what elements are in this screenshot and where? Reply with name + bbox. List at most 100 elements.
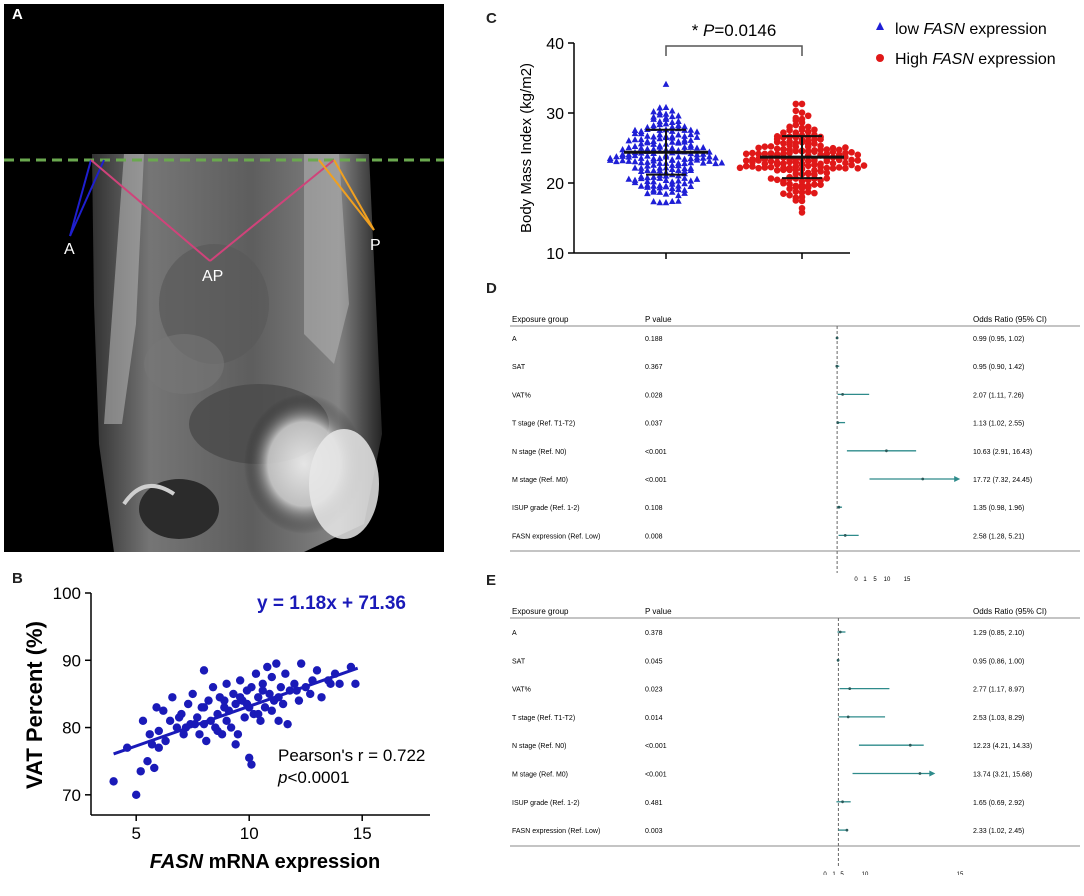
legend-c: low FASN expression High FASN expression xyxy=(876,21,1056,68)
scatter-point xyxy=(265,689,274,699)
row-odds-ratio: 2.58 (1.28, 5.21) xyxy=(973,533,1024,540)
low-fasn-point xyxy=(693,151,701,158)
low-fasn-point xyxy=(681,174,688,181)
low-fasn-point xyxy=(687,126,695,133)
low-fasn-point xyxy=(619,150,626,158)
low-fasn-point xyxy=(637,127,645,135)
high-fasn-point xyxy=(792,188,800,195)
low-fasn-point xyxy=(668,156,676,163)
high-fasn-point xyxy=(804,112,812,120)
forest-tick-label: 1 xyxy=(832,872,836,875)
row-odds-ratio: 10.63 (2.91, 16.43) xyxy=(973,449,1032,456)
high-fasn-point xyxy=(786,146,793,154)
high-fasn-point xyxy=(848,156,855,164)
scatter-point xyxy=(283,719,292,729)
or-point xyxy=(841,800,844,804)
row-p-value: 0.003 xyxy=(645,828,663,835)
chart-b-axes xyxy=(90,593,430,816)
scatter-point xyxy=(258,686,267,695)
row-group: T stage (Ref. T1-T2) xyxy=(512,421,575,428)
row-p-value: 0.045 xyxy=(645,658,663,665)
panel-letter-d: D xyxy=(486,280,497,297)
anterior-line xyxy=(69,159,92,237)
row-group: FASN expression (Ref. Low) xyxy=(512,828,600,835)
high-fasn-point xyxy=(755,144,762,152)
scatter-point xyxy=(267,706,276,715)
mri-illustration: A AP P xyxy=(4,154,444,552)
high-fasn-point xyxy=(761,150,769,158)
low-fasn-point xyxy=(675,191,682,199)
high-fasn-point xyxy=(854,157,862,164)
low-fasn-point xyxy=(637,167,645,175)
low-fasn-point xyxy=(687,136,695,143)
scatter-point xyxy=(226,723,236,732)
high-fasn-point xyxy=(817,163,824,171)
row-odds-ratio: 2.33 (1.02, 2.45) xyxy=(973,828,1024,835)
scatter-point xyxy=(296,659,306,668)
scatter-point xyxy=(335,679,344,689)
legend-marker-low xyxy=(876,22,884,30)
header-odds-ratio: Odds Ratio (95% CI) xyxy=(973,607,1047,616)
low-fasn-point xyxy=(681,132,688,139)
high-fasn-point xyxy=(786,166,793,174)
low-fasn-point xyxy=(668,180,676,187)
scatter-point xyxy=(193,713,202,722)
high-fasn-point xyxy=(811,146,818,154)
low-fasn-point xyxy=(668,161,676,168)
high-fasn-point xyxy=(804,188,812,196)
or-point xyxy=(918,772,922,775)
high-fasn-point xyxy=(817,168,824,175)
low-fasn-point xyxy=(637,140,645,147)
high-fasn-point xyxy=(792,170,800,178)
low-fasn-point xyxy=(644,189,651,197)
low-fasn-point xyxy=(637,182,645,189)
row-odds-ratio: 0.95 (0.90, 1.42) xyxy=(973,364,1024,371)
high-fasn-point xyxy=(798,177,806,185)
row-p-value: 0.023 xyxy=(645,687,663,694)
high-fasn-point xyxy=(835,164,843,171)
low-fasn-point xyxy=(675,112,682,119)
high-fasn-point xyxy=(767,143,775,150)
high-fasn-point xyxy=(773,145,781,153)
or-point xyxy=(885,449,888,453)
forest-tick-label: 15 xyxy=(904,577,911,583)
low-fasn-point xyxy=(668,144,676,151)
low-fasn-point xyxy=(693,133,701,140)
low-fasn-point xyxy=(656,188,664,195)
high-fasn-point xyxy=(835,146,843,154)
legend-label-high: High FASN expression xyxy=(895,51,1056,68)
high-fasn-point xyxy=(792,129,800,136)
regression-equation: y = 1.18x + 71.36 xyxy=(257,593,406,614)
scatter-point xyxy=(351,679,360,689)
low-fasn-point xyxy=(668,134,676,141)
scatter-point xyxy=(208,682,218,692)
scatter-point xyxy=(174,713,184,722)
row-group: A xyxy=(512,336,517,343)
x-tick-label-b: 15 xyxy=(353,824,372,843)
or-point xyxy=(921,477,925,481)
low-fasn-point xyxy=(681,180,688,187)
y-tick-label-b: 80 xyxy=(62,719,81,738)
scatter-point xyxy=(222,716,231,726)
low-fasn-point xyxy=(681,159,688,167)
row-group: SAT xyxy=(512,658,526,665)
forest-plot-d: Exposure group P value Odds Ratio (95% CI)… xyxy=(510,315,1080,583)
low-fasn-point xyxy=(625,144,633,151)
row-odds-ratio: 17.72 (7.32, 24.45) xyxy=(973,477,1032,484)
scatter-point xyxy=(272,659,281,668)
high-fasn-point xyxy=(798,204,806,212)
low-fasn-point xyxy=(687,177,695,184)
low-fasn-point xyxy=(662,80,670,87)
row-group: M stage (Ref. M0) xyxy=(512,477,568,484)
low-fasn-point xyxy=(668,123,676,130)
row-group: VAT% xyxy=(512,687,531,694)
scatter-point xyxy=(267,672,276,682)
low-fasn-point xyxy=(637,173,645,180)
low-fasn-point xyxy=(650,108,657,115)
legend-label-low: low FASN expression xyxy=(895,21,1047,38)
low-fasn-point xyxy=(631,129,639,137)
low-fasn-point xyxy=(668,165,676,172)
high-fasn-point xyxy=(786,191,793,199)
low-fasn-point xyxy=(625,157,633,164)
low-fasn-point xyxy=(637,164,645,171)
